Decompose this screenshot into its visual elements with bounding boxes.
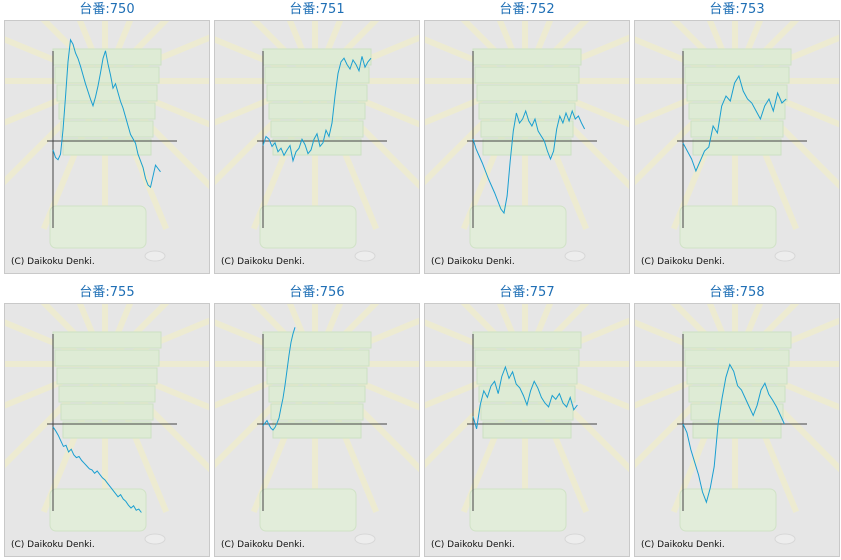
copyright-text: (C) Daikoku Denki. [221,257,305,267]
copyright-text: (C) Daikoku Denki. [641,257,725,267]
background-illustration [215,304,419,545]
chart-svg [635,21,839,262]
background-illustration [215,21,419,262]
chart-title[interactable]: 台番:758 [709,285,765,300]
chart-svg [5,304,209,545]
chart-panel: (C) Daikoku Denki. [634,20,840,274]
chart-panel: (C) Daikoku Denki. [4,303,210,557]
chart-cell: 台番:750 (C) Daikoku Denki. [4,0,210,275]
background-illustration [635,21,839,262]
background-illustration [5,304,209,545]
series-line [262,56,372,163]
background-illustration [425,21,629,262]
chart-svg [215,304,419,545]
chart-cell: 台番:752 (C) Daikoku Denki. [424,0,630,275]
chart-title[interactable]: 台番:753 [709,2,765,17]
chart-cell: 台番:751 (C) Daikoku Denki. [214,0,420,275]
chart-title[interactable]: 台番:755 [79,285,135,300]
copyright-text: (C) Daikoku Denki. [641,540,725,550]
series-line [682,363,785,504]
background-illustration [425,304,629,545]
series-line [262,327,296,431]
chart-panel: (C) Daikoku Denki. [634,303,840,557]
chart-cell: 台番:758 (C) Daikoku Denki. [634,283,840,558]
chart-title[interactable]: 台番:757 [499,285,555,300]
series-line [472,109,586,215]
background-illustration [5,21,209,262]
chart-cell: 台番:756 (C) Daikoku Denki. [214,283,420,558]
chart-title[interactable]: 台番:756 [289,285,345,300]
background-illustration [635,304,839,545]
series-line [682,74,787,173]
chart-cell: 台番:755 (C) Daikoku Denki. [4,283,210,558]
chart-panel: (C) Daikoku Denki. [424,303,630,557]
copyright-text: (C) Daikoku Denki. [221,540,305,550]
copyright-text: (C) Daikoku Denki. [11,540,95,550]
chart-title[interactable]: 台番:752 [499,2,555,17]
chart-svg [425,21,629,262]
chart-title[interactable]: 台番:751 [289,2,345,17]
copyright-text: (C) Daikoku Denki. [11,257,95,267]
chart-svg [215,21,419,262]
chart-svg [425,304,629,545]
chart-svg [635,304,839,545]
chart-svg [5,21,209,262]
series-line [52,426,142,513]
chart-panel: (C) Daikoku Denki. [214,303,420,557]
chart-title[interactable]: 台番:750 [79,2,135,17]
series-line [52,38,161,189]
chart-panel: (C) Daikoku Denki. [214,20,420,274]
chart-cell: 台番:757 (C) Daikoku Denki. [424,283,630,558]
copyright-text: (C) Daikoku Denki. [431,257,515,267]
chart-panel: (C) Daikoku Denki. [4,20,210,274]
chart-cell: 台番:753 (C) Daikoku Denki. [634,0,840,275]
chart-panel: (C) Daikoku Denki. [424,20,630,274]
copyright-text: (C) Daikoku Denki. [431,540,515,550]
series-line [472,365,578,429]
